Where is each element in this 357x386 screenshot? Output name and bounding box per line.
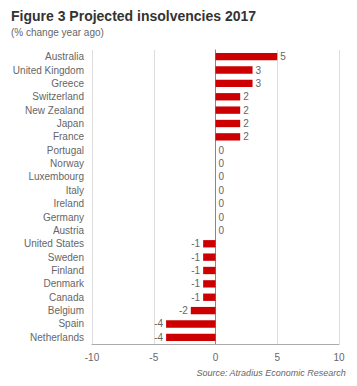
svg-text:Norway: Norway [50, 158, 84, 169]
svg-text:3: 3 [256, 65, 262, 76]
svg-text:(% change year ago): (% change year ago) [11, 27, 104, 38]
svg-text:Denmark: Denmark [43, 278, 85, 289]
svg-text:Luxembourg: Luxembourg [28, 171, 84, 182]
svg-text:2: 2 [243, 118, 249, 129]
svg-text:Canada: Canada [49, 292, 84, 303]
svg-text:Australia: Australia [45, 51, 84, 62]
svg-text:-1: -1 [191, 252, 200, 263]
svg-text:-1: -1 [191, 265, 200, 276]
svg-text:United States: United States [24, 238, 84, 249]
svg-text:2: 2 [243, 105, 249, 116]
svg-text:-4: -4 [154, 332, 163, 343]
svg-text:Germany: Germany [43, 212, 84, 223]
svg-text:Netherlands: Netherlands [30, 332, 84, 343]
svg-text:Portugal: Portugal [47, 145, 84, 156]
svg-text:0: 0 [219, 145, 225, 156]
svg-text:Austria: Austria [53, 225, 85, 236]
svg-text:-4: -4 [154, 318, 163, 329]
svg-text:United Kingdom: United Kingdom [13, 65, 84, 76]
svg-text:Belgium: Belgium [48, 305, 84, 316]
svg-text:-1: -1 [191, 292, 200, 303]
svg-text:France: France [53, 131, 85, 142]
svg-text:-5: -5 [149, 352, 158, 363]
svg-text:New Zealand: New Zealand [25, 105, 84, 116]
svg-text:-10: -10 [85, 352, 100, 363]
svg-text:0: 0 [219, 198, 225, 209]
svg-text:Source: Atradius Economic Rese: Source: Atradius Economic Research [196, 368, 345, 378]
svg-text:3: 3 [256, 78, 262, 89]
svg-text:0: 0 [219, 158, 225, 169]
svg-text:0: 0 [213, 352, 219, 363]
svg-text:Italy: Italy [66, 185, 84, 196]
svg-text:Japan: Japan [57, 118, 84, 129]
svg-text:5: 5 [274, 352, 280, 363]
svg-text:Spain: Spain [58, 318, 84, 329]
svg-text:Sweden: Sweden [48, 252, 84, 263]
svg-text:Finland: Finland [51, 265, 84, 276]
svg-text:Ireland: Ireland [53, 198, 84, 209]
svg-text:0: 0 [219, 212, 225, 223]
svg-text:Switzerland: Switzerland [32, 91, 84, 102]
svg-text:0: 0 [219, 171, 225, 182]
svg-text:-1: -1 [191, 238, 200, 249]
svg-text:Greece: Greece [51, 78, 84, 89]
svg-text:5: 5 [280, 51, 286, 62]
svg-text:-2: -2 [179, 305, 188, 316]
svg-text:10: 10 [333, 352, 345, 363]
svg-text:0: 0 [219, 185, 225, 196]
svg-text:-1: -1 [191, 278, 200, 289]
svg-text:0: 0 [219, 225, 225, 236]
svg-text:2: 2 [243, 131, 249, 142]
svg-text:2: 2 [243, 91, 249, 102]
svg-text:Figure 3 Projected insolvencie: Figure 3 Projected insolvencies 2017 [11, 8, 256, 24]
